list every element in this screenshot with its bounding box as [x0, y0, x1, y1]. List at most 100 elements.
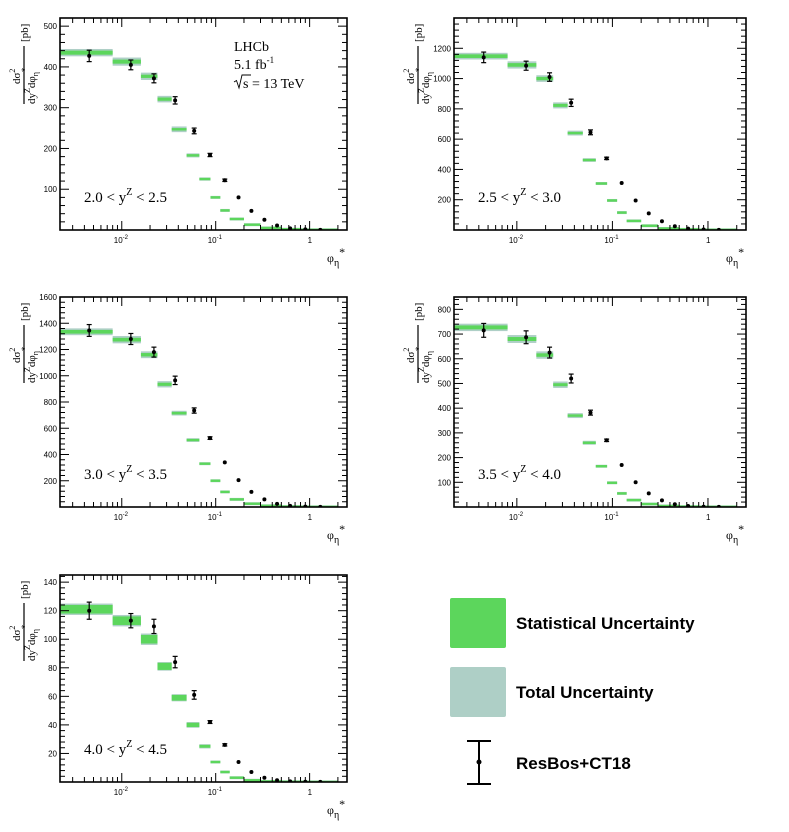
svg-text:dσ2: dσ2	[402, 69, 417, 84]
statistical-uncertainty-band	[210, 760, 221, 764]
luminosity-label: 5.1 fb-1	[234, 55, 274, 73]
statistical-uncertainty-band	[260, 780, 282, 782]
x-tick-label: 10-1	[208, 512, 223, 522]
statistical-uncertainty-band	[507, 337, 537, 341]
x-tick-label: 1	[308, 788, 313, 797]
x-tick-label: 10-1	[208, 235, 223, 245]
model-point	[633, 480, 638, 485]
statistical-uncertainty-band	[260, 226, 282, 230]
model-point	[481, 51, 487, 64]
y-tick-label: 500	[438, 379, 452, 388]
chart-panel-5: 10-2 10-1 120406080100120140φη*dσ2dyZdφη*[…	[8, 574, 348, 821]
svg-text:dyZdφη*: dyZdφη*	[414, 346, 434, 383]
x-tick-label: 10-2	[509, 235, 524, 245]
model-point	[191, 690, 197, 700]
statistical-uncertainty-band	[220, 209, 230, 212]
model-point	[222, 178, 228, 183]
x-tick-label: 10-1	[208, 787, 223, 797]
y-tick-label: 300	[44, 104, 58, 113]
model-point	[86, 601, 92, 620]
plot-frame	[453, 17, 747, 231]
model-point	[151, 618, 157, 635]
y-tick-label: 1400	[39, 319, 57, 328]
y-tick-label: 60	[48, 692, 57, 701]
y-tick-label: 600	[438, 355, 452, 364]
plot-area	[454, 322, 737, 507]
y-tick-label: 700	[438, 330, 452, 339]
statistical-uncertainty-band	[243, 223, 261, 226]
plot-frame	[453, 296, 747, 508]
model-point	[207, 152, 213, 158]
statistical-uncertainty-band	[626, 498, 642, 502]
statistical-uncertainty-band	[140, 74, 158, 78]
svg-text:dyZdφη*: dyZdφη*	[20, 624, 40, 661]
legend-symbol-model	[467, 740, 491, 785]
y-tick-label: 100	[44, 635, 58, 644]
plot-frame	[59, 574, 348, 783]
x-tick-label: 1	[706, 236, 711, 245]
y-tick-label: 20	[48, 749, 57, 758]
y-tick-label: 1200	[39, 346, 57, 355]
model-point	[128, 332, 134, 346]
y-tick-label: 120	[44, 607, 58, 616]
statistical-uncertainty-band	[229, 217, 244, 221]
x-tick-label: 1	[706, 513, 711, 522]
statistical-uncertainty-band	[641, 224, 659, 227]
y-tick-label: 400	[438, 165, 452, 174]
statistical-uncertainty-band	[186, 154, 200, 157]
y-tick-label: 600	[438, 135, 452, 144]
statistical-uncertainty-band	[112, 337, 141, 342]
y-tick-label: 80	[48, 664, 57, 673]
x-tick-label: 10-2	[509, 512, 524, 522]
legend-label-model: ResBos+CT18	[516, 754, 631, 773]
model-point	[86, 49, 92, 63]
legend-swatch-total	[450, 667, 506, 717]
x-axis-label: φη*	[327, 522, 345, 546]
model-point	[275, 223, 280, 228]
experiment-name: LHCb	[234, 40, 269, 55]
model-point	[568, 373, 574, 384]
statistical-uncertainty-band	[243, 779, 261, 782]
model-point	[633, 198, 638, 203]
statistical-uncertainty-band	[186, 722, 200, 728]
model-point	[547, 346, 553, 359]
model-point	[619, 463, 624, 467]
statistical-uncertainty-band	[112, 59, 141, 64]
statistical-uncertainty-band	[553, 383, 568, 387]
statistical-uncertainty-band	[454, 325, 508, 330]
chart-panel-2: 10-2 10-1 120040060080010001200φη*dσ2dyZdφ…	[402, 17, 747, 269]
model-point	[262, 775, 267, 780]
x-tick-label: 1	[308, 236, 313, 245]
model-point	[172, 375, 178, 386]
x-tick-label: 10-2	[114, 787, 129, 797]
model-point	[568, 98, 574, 108]
statistical-uncertainty-band	[553, 103, 568, 107]
statistical-uncertainty-band	[220, 770, 230, 774]
chart-panel-3: 10-2 10-1 12004006008001000120014001600φη*…	[8, 293, 348, 546]
rapidity-range-label: 2.5 < yZ < 3.0	[478, 187, 561, 206]
statistical-uncertainty-band	[507, 63, 537, 67]
y-tick-label: 300	[438, 429, 452, 438]
statistical-uncertainty-band	[60, 50, 113, 55]
x-tick-label: 10-1	[604, 235, 619, 245]
statistical-uncertainty-band	[199, 177, 211, 181]
model-point	[249, 770, 254, 775]
y-tick-label: 1000	[39, 372, 57, 381]
svg-text:dσ2: dσ2	[402, 348, 417, 363]
y-tick-label: 200	[44, 144, 58, 153]
svg-text:dyZdφη*: dyZdφη*	[20, 346, 40, 383]
statistical-uncertainty-band	[582, 441, 596, 444]
y-tick-label: 100	[44, 185, 58, 194]
x-tick-label: 10-2	[114, 512, 129, 522]
statistical-uncertainty-band	[658, 227, 680, 230]
y-tick-label: 400	[44, 451, 58, 460]
statistical-uncertainty-band	[607, 481, 618, 484]
model-point	[262, 217, 267, 222]
statistical-uncertainty-band	[641, 502, 659, 506]
model-point	[151, 346, 157, 358]
model-point	[172, 96, 178, 105]
legend-label-statistical: Statistical Uncertainty	[516, 614, 695, 633]
plot-area	[60, 601, 338, 782]
